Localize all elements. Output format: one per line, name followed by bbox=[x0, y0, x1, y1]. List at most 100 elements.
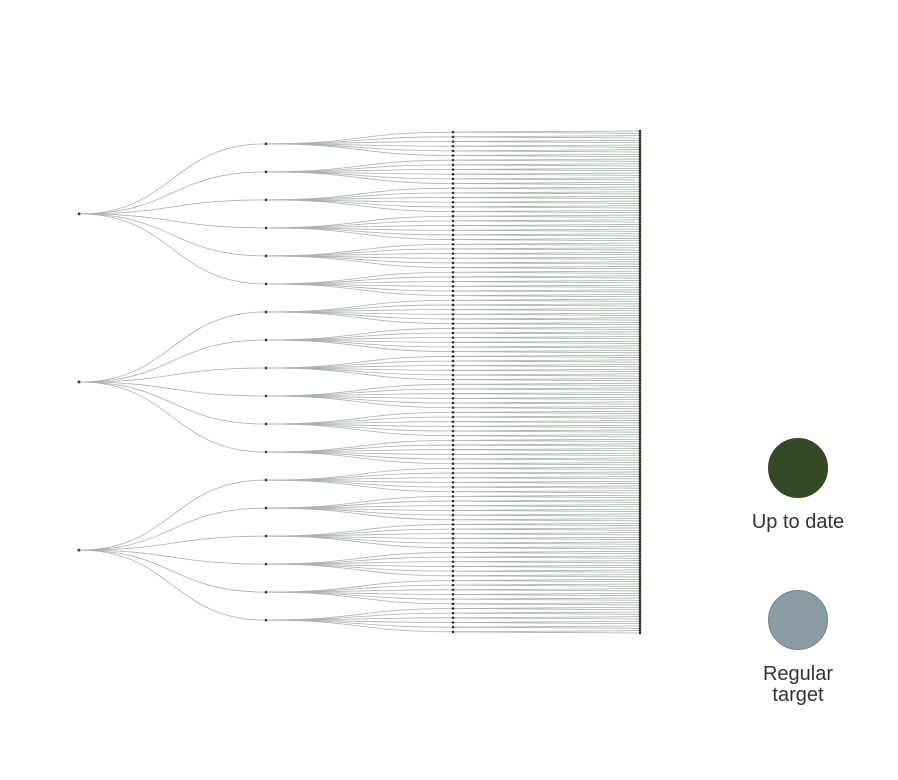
regular-target-swatch bbox=[768, 590, 828, 650]
leaf-link bbox=[452, 136, 641, 139]
leaf-node bbox=[638, 283, 642, 287]
grandchild-link bbox=[265, 524, 454, 537]
grandchild-node bbox=[451, 214, 455, 218]
leaf-link bbox=[452, 524, 641, 526]
leaf-node bbox=[638, 197, 642, 201]
leaf-node bbox=[638, 526, 642, 530]
leaf-node bbox=[638, 430, 642, 434]
leaf-link bbox=[452, 178, 641, 181]
grandchild-node bbox=[451, 392, 455, 395]
leaf-node bbox=[638, 519, 642, 523]
grandchild-node bbox=[451, 280, 455, 283]
child-node bbox=[264, 394, 268, 398]
leaf-node bbox=[638, 171, 642, 175]
legend-item-regular-target: Regular target bbox=[738, 590, 858, 706]
leaf-node bbox=[638, 486, 642, 490]
leaf-node bbox=[638, 176, 642, 179]
leaf-node bbox=[638, 407, 642, 411]
leaf-node bbox=[638, 318, 642, 322]
leaf-link bbox=[452, 589, 641, 592]
leaf-node bbox=[638, 232, 642, 236]
leaf-node bbox=[638, 412, 642, 415]
child-link bbox=[78, 339, 267, 383]
leaf-node bbox=[638, 330, 642, 334]
grandchild-node bbox=[451, 453, 455, 456]
leaf-node bbox=[638, 372, 642, 376]
leaf-link bbox=[452, 285, 641, 288]
grandchild-link bbox=[265, 505, 454, 509]
leaf-node bbox=[638, 223, 642, 226]
leaf-node bbox=[638, 188, 642, 191]
child-link bbox=[78, 171, 267, 215]
leaf-node bbox=[638, 164, 642, 168]
leaf-link bbox=[452, 309, 641, 312]
legend-label-regular-target: Regular target bbox=[762, 663, 834, 706]
leaf-node bbox=[638, 477, 642, 481]
grandchild-node bbox=[451, 551, 455, 554]
leaf-node bbox=[638, 568, 642, 572]
leaf-node bbox=[638, 134, 642, 137]
grandchild-node bbox=[451, 359, 455, 363]
child-node bbox=[264, 282, 268, 286]
leaf-node bbox=[638, 398, 642, 401]
grandchild-node bbox=[451, 588, 455, 592]
leaf-link bbox=[452, 374, 641, 377]
leaf-node bbox=[638, 181, 642, 184]
grandchild-node bbox=[451, 312, 455, 316]
leaf-link bbox=[452, 206, 641, 209]
grandchild-node bbox=[451, 523, 455, 526]
leaf-link bbox=[452, 425, 641, 428]
grandchild-link bbox=[265, 563, 454, 577]
leaf-link bbox=[452, 220, 641, 223]
leaf-node bbox=[638, 384, 642, 387]
leaf-link bbox=[452, 341, 641, 344]
leaf-node bbox=[638, 262, 642, 266]
grandchild-node bbox=[451, 233, 455, 237]
grandchild-node bbox=[451, 476, 455, 480]
grandchild-link bbox=[265, 580, 454, 593]
grandchild-node bbox=[451, 182, 455, 185]
leaf-node bbox=[638, 608, 642, 611]
leaf-node bbox=[638, 393, 642, 397]
leaf-node bbox=[638, 239, 642, 243]
leaf-link bbox=[452, 556, 641, 559]
leaf-node bbox=[638, 482, 642, 485]
leaf-link bbox=[452, 626, 641, 629]
leaf-link bbox=[452, 416, 641, 419]
grandchild-link bbox=[265, 215, 454, 229]
grandchild-node bbox=[451, 154, 455, 157]
grandchild-node bbox=[451, 373, 455, 377]
leaf-node bbox=[638, 627, 642, 630]
leaf-node bbox=[638, 302, 642, 306]
grandchild-link bbox=[265, 143, 454, 156]
grandchild-link bbox=[265, 411, 454, 425]
leaf-link bbox=[452, 608, 641, 611]
leaf-node bbox=[638, 554, 642, 558]
child-link bbox=[78, 507, 267, 551]
leaf-node bbox=[638, 353, 642, 357]
leaf-node bbox=[638, 573, 642, 576]
leaf-node bbox=[638, 269, 642, 273]
grandchild-node bbox=[451, 527, 455, 531]
leaf-node bbox=[638, 150, 642, 154]
leaf-link bbox=[452, 183, 641, 186]
leaf-node bbox=[638, 610, 642, 614]
leaf-link bbox=[452, 496, 641, 498]
leaf-node bbox=[638, 381, 642, 385]
leaf-node bbox=[638, 290, 642, 294]
leaf-node bbox=[638, 561, 642, 565]
grandchild-link bbox=[265, 589, 454, 593]
leaf-node bbox=[638, 521, 642, 525]
leaf-link bbox=[452, 505, 641, 508]
leaf-link bbox=[452, 444, 641, 447]
leaf-node bbox=[638, 470, 642, 474]
leaf-link bbox=[452, 430, 641, 433]
grandchild-link bbox=[265, 281, 454, 285]
leaf-node bbox=[638, 237, 642, 240]
leaf-link bbox=[452, 407, 641, 410]
leaf-node bbox=[638, 391, 642, 394]
grandchild-node bbox=[451, 625, 455, 629]
grandchild-node bbox=[451, 467, 455, 470]
leaf-node bbox=[638, 244, 642, 247]
child-link bbox=[78, 549, 267, 565]
